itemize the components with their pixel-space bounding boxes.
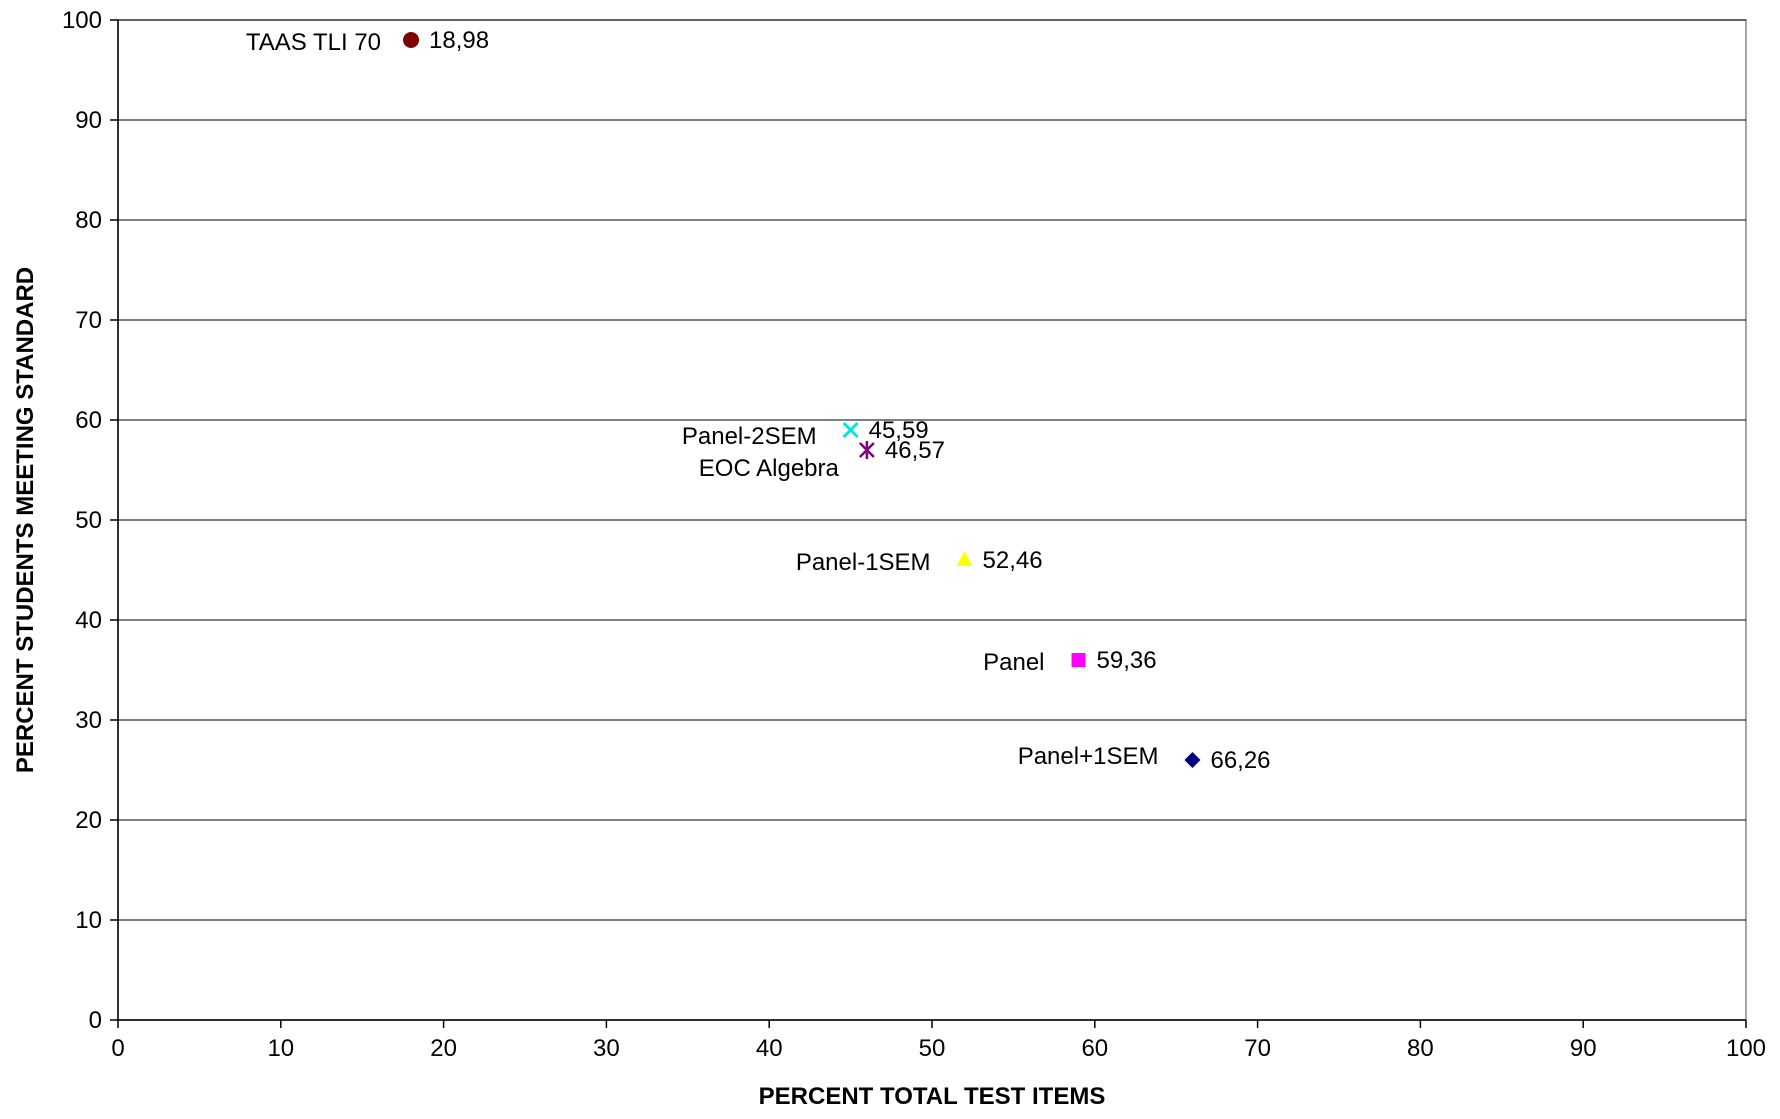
axes	[110, 19, 1747, 1028]
y-tick-label-30: 30	[75, 707, 102, 734]
y-axis-title: PERCENT STUDENTS MEETING STANDARD	[12, 267, 39, 773]
y-tick-label-40: 40	[75, 607, 102, 634]
y-tick-label-80: 80	[75, 207, 102, 234]
point-eoc-algebra	[858, 441, 875, 459]
y-tick-label-50: 50	[75, 507, 102, 534]
name-label-taas-tli-70: TAAS TLI 70	[246, 29, 381, 56]
y-tick-label-70: 70	[75, 307, 102, 334]
value-label-panel: 59,36	[1097, 647, 1157, 674]
x-tick-label-10: 10	[267, 1035, 294, 1062]
x-tick-label-20: 20	[430, 1035, 457, 1062]
name-label-panel: Panel	[983, 649, 1044, 676]
x-tick-label-90: 90	[1570, 1035, 1597, 1062]
tick-labels: 0 10 20 30 40 50 60 70 80 90 100 0 10 20 30 40 50 60 70 80 9…	[62, 7, 1766, 1062]
x-tick-label-80: 80	[1407, 1035, 1434, 1062]
value-label-eoc-algebra: 46,57	[885, 437, 945, 464]
name-label-panel-2sem: Panel-2SEM	[682, 423, 817, 450]
x-tick-label-100: 100	[1726, 1035, 1766, 1062]
y-tick-label-10: 10	[75, 907, 102, 934]
gridlines	[118, 19, 1746, 921]
x-axis-title: PERCENT TOTAL TEST ITEMS	[759, 1083, 1106, 1110]
data-labels: 18,98 TAAS TLI 70 45,59 Panel-2SEM 46,57 EOC …	[246, 27, 1271, 774]
x-tick-label-50: 50	[919, 1035, 946, 1062]
x-tick-label-60: 60	[1081, 1035, 1108, 1062]
value-label-taas-tli-70: 18,98	[429, 27, 489, 54]
x-tick-label-0: 0	[111, 1035, 124, 1062]
point-panel-1sem	[1184, 752, 1201, 768]
value-label-panel-1sem: 52,46	[983, 547, 1043, 574]
y-tick-label-20: 20	[75, 807, 102, 834]
y-tick-label-100: 100	[62, 7, 102, 34]
point-taas-tli-70	[403, 32, 420, 48]
y-tick-label-0: 0	[89, 1007, 102, 1034]
point-panel-1sem	[956, 551, 973, 566]
x-tick-label-40: 40	[756, 1035, 783, 1062]
value-label-panel-1sem: 66,26	[1210, 747, 1270, 774]
point-panel	[1071, 653, 1086, 667]
name-label-eoc-algebra: EOC Algebra	[699, 455, 840, 482]
name-label-panel-1sem: Panel+1SEM	[1018, 743, 1159, 770]
point-panel-2sem	[842, 421, 859, 439]
x-tick-label-70: 70	[1244, 1035, 1271, 1062]
data-points	[403, 32, 1201, 768]
y-tick-label-90: 90	[75, 107, 102, 134]
value-label-panel-2sem: 45,59	[869, 417, 929, 444]
x-tick-label-30: 30	[593, 1035, 620, 1062]
y-tick-label-60: 60	[75, 407, 102, 434]
name-label-panel-1sem: Panel-1SEM	[796, 549, 931, 576]
